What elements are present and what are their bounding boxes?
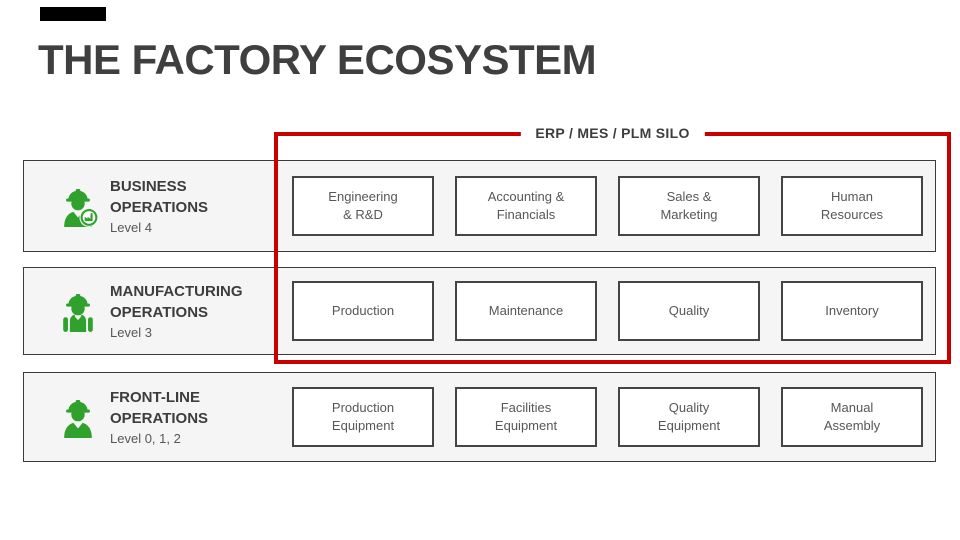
function-box-facilities-equipment: Facilities Equipment [455, 387, 597, 447]
function-box-inventory: Inventory [781, 281, 923, 341]
row-title: BUSINESS OPERATIONS [110, 178, 209, 216]
function-box-accounting-financials: Accounting & Financials [455, 176, 597, 236]
accent-bar [40, 7, 106, 21]
row-business-operations: BUSINESS OPERATIONS Level 4 Engineering … [23, 160, 936, 252]
function-box-quality-equipment: Quality Equipment [618, 387, 760, 447]
row-level: Level 3 [110, 324, 152, 340]
row-title: FRONT-LINE OPERATIONS [110, 389, 209, 427]
row-title: MANUFACTURING OPERATIONS [110, 283, 243, 321]
worker-frontline-icon [57, 396, 99, 438]
row-manufacturing-operations: MANUFACTURING OPERATIONS Level 3 Product… [23, 267, 936, 355]
function-box-maintenance: Maintenance [455, 281, 597, 341]
function-box-production: Production [292, 281, 434, 341]
function-box-sales-marketing: Sales & Marketing [618, 176, 760, 236]
silo-label: ERP / MES / PLM SILO [520, 125, 705, 141]
row-level: Level 4 [110, 219, 152, 235]
function-box-human-resources: Human Resources [781, 176, 923, 236]
slide-title: THE FACTORY ECOSYSTEM [38, 36, 597, 83]
row-boxes: Production Equipment Facilities Equipmen… [292, 373, 923, 461]
row-boxes: Production Maintenance Quality Inventory [292, 268, 923, 354]
row-frontline-operations: FRONT-LINE OPERATIONS Level 0, 1, 2 Prod… [23, 372, 936, 462]
row-header: BUSINESS OPERATIONS Level 4 [24, 161, 208, 251]
worker-business-icon [57, 185, 99, 227]
row-level: Level 0, 1, 2 [110, 430, 181, 446]
function-box-manual-assembly: Manual Assembly [781, 387, 923, 447]
row-header: FRONT-LINE OPERATIONS Level 0, 1, 2 [24, 373, 208, 461]
function-box-production-equipment: Production Equipment [292, 387, 434, 447]
worker-manufacturing-icon [57, 290, 99, 332]
function-box-engineering-rd: Engineering & R&D [292, 176, 434, 236]
row-boxes: Engineering & R&D Accounting & Financial… [292, 161, 923, 251]
function-box-quality: Quality [618, 281, 760, 341]
row-header: MANUFACTURING OPERATIONS Level 3 [24, 268, 243, 354]
